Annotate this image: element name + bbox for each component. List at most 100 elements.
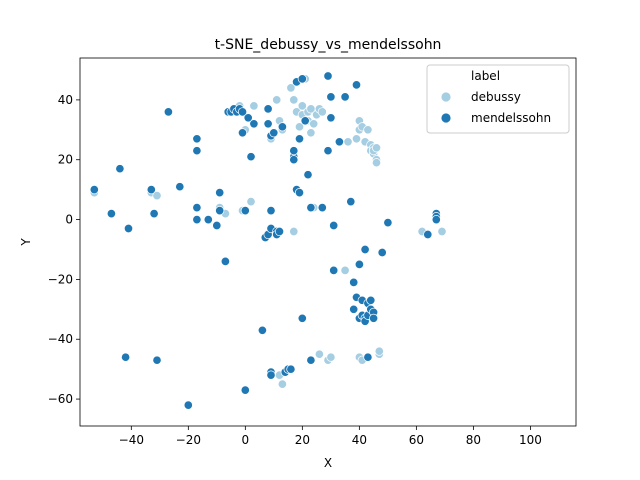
point-mendelssohn <box>329 220 339 231</box>
point-mendelssohn <box>240 385 250 395</box>
point-mendelssohn <box>115 164 125 174</box>
point-debussy <box>286 83 296 93</box>
point-mendelssohn <box>334 137 344 147</box>
point-mendelssohn <box>306 203 316 213</box>
point-mendelssohn <box>175 182 185 192</box>
point-debussy <box>374 346 384 356</box>
point-mendelssohn <box>326 113 336 123</box>
x-axis-ticks: −40 −20 0 20 40 60 80 100 <box>119 426 542 447</box>
legend-label-mendelssohn: mendelssohn <box>471 111 551 125</box>
point-mendelssohn <box>363 352 373 362</box>
point-mendelssohn <box>431 215 441 225</box>
point-mendelssohn <box>192 215 202 225</box>
point-debussy <box>340 265 350 275</box>
point-mendelssohn <box>303 170 313 180</box>
points-layer <box>89 71 447 410</box>
point-mendelssohn <box>263 119 273 129</box>
point-mendelssohn <box>237 107 248 117</box>
point-mendelssohn <box>269 128 279 138</box>
x-tick-label: 80 <box>466 433 481 447</box>
point-mendelssohn <box>266 206 276 216</box>
point-mendelssohn <box>300 116 310 126</box>
point-mendelssohn <box>306 355 316 365</box>
point-mendelssohn <box>329 265 339 275</box>
point-debussy <box>152 191 162 201</box>
x-tick-label: 20 <box>295 433 310 447</box>
y-axis-label: Y <box>19 238 33 247</box>
point-debussy <box>289 95 299 105</box>
y-tick-label: −60 <box>48 392 73 406</box>
point-mendelssohn <box>323 146 333 156</box>
point-mendelssohn <box>369 313 379 323</box>
point-debussy <box>314 349 324 359</box>
point-mendelssohn <box>146 185 156 195</box>
y-axis-ticks: −60 −40 −20 0 20 40 <box>48 93 80 406</box>
point-mendelssohn <box>220 256 230 266</box>
point-mendelssohn <box>277 122 287 132</box>
point-mendelssohn <box>286 364 296 374</box>
point-mendelssohn <box>215 206 225 216</box>
point-mendelssohn <box>297 74 307 84</box>
point-mendelssohn <box>243 113 253 123</box>
point-mendelssohn <box>249 119 259 129</box>
point-mendelssohn <box>163 107 173 117</box>
point-mendelssohn <box>263 104 273 114</box>
point-debussy <box>297 101 307 111</box>
point-mendelssohn <box>89 185 99 195</box>
point-debussy <box>437 226 447 237</box>
point-debussy <box>272 95 282 105</box>
point-debussy <box>246 197 256 207</box>
point-mendelssohn <box>317 203 327 213</box>
point-mendelssohn <box>192 146 202 156</box>
legend-marker-mendelssohn <box>440 112 452 124</box>
point-mendelssohn <box>183 400 193 410</box>
point-debussy <box>371 158 382 168</box>
point-debussy <box>309 119 319 129</box>
point-debussy <box>343 137 353 147</box>
point-mendelssohn <box>246 152 256 162</box>
y-tick-label: −40 <box>48 332 73 346</box>
point-debussy <box>326 352 336 362</box>
point-debussy <box>371 143 382 153</box>
point-mendelssohn <box>106 209 116 219</box>
point-mendelssohn <box>360 244 370 255</box>
point-mendelssohn <box>152 355 162 365</box>
point-mendelssohn <box>354 259 364 269</box>
point-mendelssohn <box>377 247 387 258</box>
x-tick-label: −20 <box>176 433 201 447</box>
point-mendelssohn <box>323 71 333 81</box>
x-tick-label: 100 <box>519 433 542 447</box>
point-debussy <box>317 107 327 117</box>
point-mendelssohn <box>240 206 250 216</box>
point-mendelssohn <box>351 80 362 90</box>
x-tick-label: 0 <box>242 433 250 447</box>
point-mendelssohn <box>203 215 213 225</box>
point-mendelssohn <box>346 197 356 207</box>
point-mendelssohn <box>257 325 267 335</box>
point-debussy <box>351 134 362 144</box>
point-mendelssohn <box>121 352 131 362</box>
point-debussy <box>294 122 305 132</box>
point-mendelssohn <box>289 146 299 156</box>
point-debussy <box>249 101 259 111</box>
legend-title: label <box>471 69 500 83</box>
point-mendelssohn <box>366 295 376 305</box>
point-debussy <box>363 125 373 135</box>
plot-frame <box>79 57 577 427</box>
point-mendelssohn <box>297 313 307 323</box>
point-mendelssohn <box>326 92 336 102</box>
legend: label debussy mendelssohn <box>426 64 570 134</box>
point-mendelssohn <box>123 223 134 234</box>
x-tick-label: 60 <box>409 433 424 447</box>
point-mendelssohn <box>237 128 248 138</box>
point-mendelssohn <box>423 229 433 240</box>
legend-marker-debussy <box>440 91 452 103</box>
point-mendelssohn <box>294 188 305 198</box>
point-mendelssohn <box>266 370 276 380</box>
point-debussy <box>277 379 287 389</box>
point-mendelssohn <box>349 304 359 314</box>
y-tick-label: 20 <box>58 153 73 167</box>
point-mendelssohn <box>215 188 225 198</box>
y-tick-label: 0 <box>65 213 73 227</box>
chart-title: t-SNE_debussy_vs_mendelssohn <box>215 37 442 53</box>
